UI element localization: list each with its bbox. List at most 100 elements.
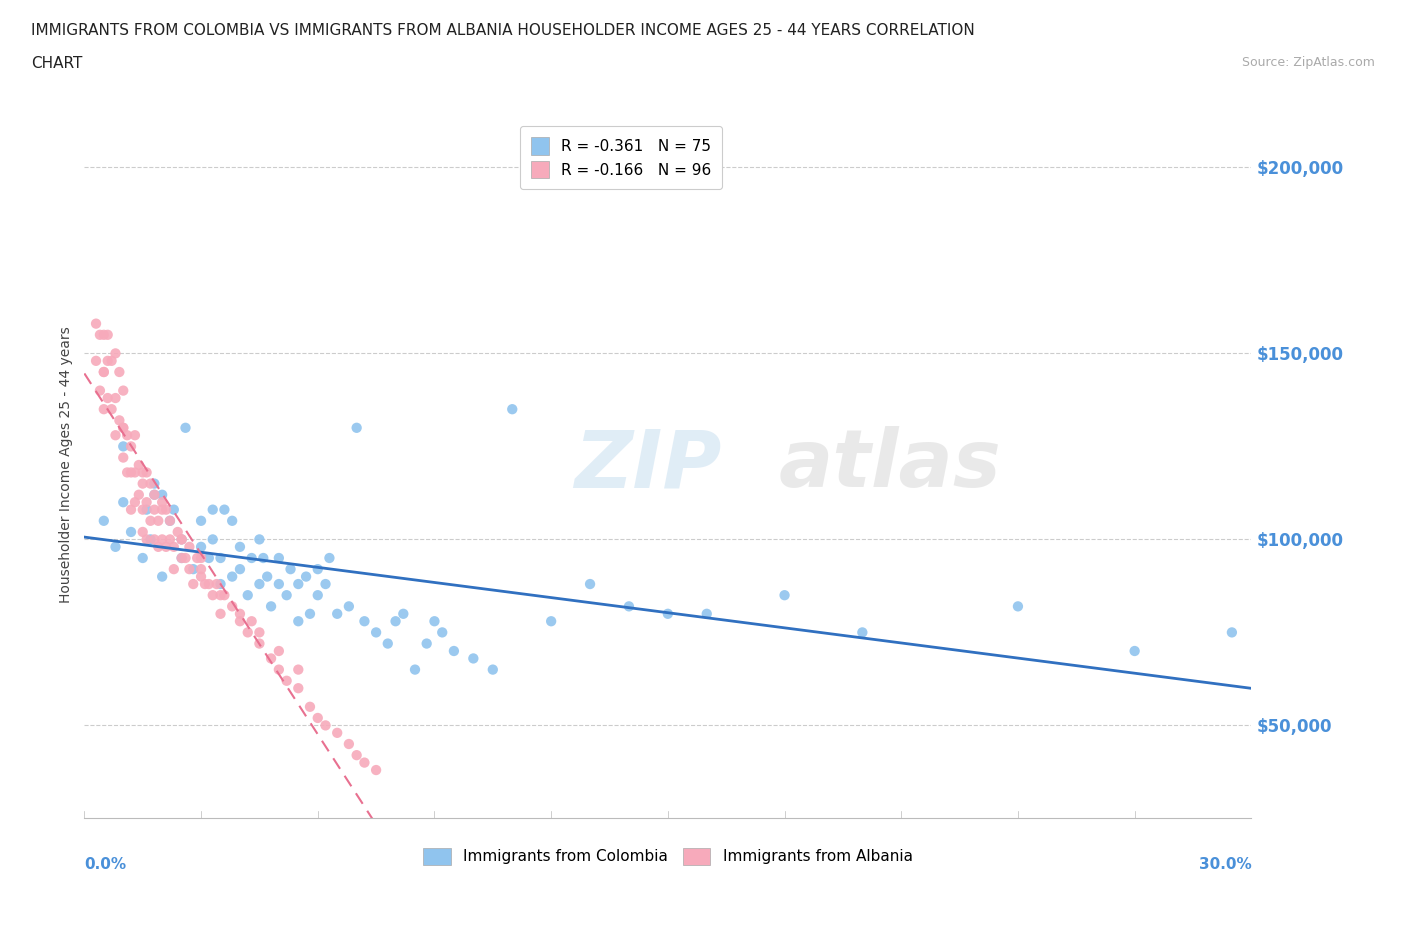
Point — [179, 539, 201, 554]
Point — [186, 551, 208, 565]
Point — [132, 502, 155, 517]
Point — [132, 551, 155, 565]
Point — [298, 606, 321, 621]
Point — [150, 495, 173, 510]
Point — [112, 439, 135, 454]
Point — [163, 502, 186, 517]
Point — [170, 551, 193, 565]
Point — [221, 599, 243, 614]
Point — [112, 450, 135, 465]
Point — [214, 588, 236, 603]
Point — [104, 391, 127, 405]
Point — [143, 487, 166, 502]
Point — [150, 487, 173, 502]
Point — [267, 551, 290, 565]
Point — [97, 391, 120, 405]
Point — [540, 614, 562, 629]
Point — [384, 614, 406, 629]
Point — [120, 502, 142, 517]
Point — [851, 625, 873, 640]
Text: 0.0%: 0.0% — [84, 857, 127, 872]
Point — [93, 402, 115, 417]
Point — [209, 588, 232, 603]
Point — [135, 495, 157, 510]
Point — [89, 383, 111, 398]
Point — [132, 525, 155, 539]
Point — [432, 625, 454, 640]
Point — [240, 551, 263, 565]
Point — [143, 476, 166, 491]
Text: ZIP: ZIP — [575, 426, 721, 504]
Point — [307, 711, 329, 725]
Point — [190, 569, 212, 584]
Point — [201, 502, 224, 517]
Point — [97, 353, 120, 368]
Point — [174, 551, 197, 565]
Legend: Immigrants from Colombia, Immigrants from Albania: Immigrants from Colombia, Immigrants fro… — [413, 838, 922, 874]
Point — [249, 532, 271, 547]
Point — [287, 681, 309, 696]
Text: 30.0%: 30.0% — [1198, 857, 1251, 872]
Point — [143, 532, 166, 547]
Point — [139, 532, 162, 547]
Point — [214, 502, 236, 517]
Point — [150, 569, 173, 584]
Point — [295, 569, 318, 584]
Point — [209, 577, 232, 591]
Point — [657, 606, 679, 621]
Point — [82, 48, 104, 63]
Point — [148, 513, 170, 528]
Point — [1007, 599, 1029, 614]
Point — [205, 577, 228, 591]
Point — [170, 532, 193, 547]
Point — [260, 599, 283, 614]
Point — [377, 636, 399, 651]
Point — [155, 502, 177, 517]
Point — [229, 562, 252, 577]
Point — [260, 651, 283, 666]
Point — [190, 551, 212, 565]
Point — [346, 420, 368, 435]
Point — [1123, 644, 1146, 658]
Point — [108, 413, 131, 428]
Point — [353, 755, 375, 770]
Point — [97, 327, 120, 342]
Point — [170, 532, 193, 547]
Point — [198, 577, 221, 591]
Point — [120, 465, 142, 480]
Point — [366, 625, 388, 640]
Point — [181, 562, 204, 577]
Point — [84, 316, 107, 331]
Text: IMMIGRANTS FROM COLOMBIA VS IMMIGRANTS FROM ALBANIA HOUSEHOLDER INCOME AGES 25 -: IMMIGRANTS FROM COLOMBIA VS IMMIGRANTS F… — [31, 23, 974, 38]
Point — [463, 651, 485, 666]
Point — [201, 588, 224, 603]
Point — [170, 551, 193, 565]
Point — [315, 577, 337, 591]
Point — [190, 562, 212, 577]
Point — [174, 420, 197, 435]
Point — [307, 562, 329, 577]
Point — [337, 737, 360, 751]
Point — [404, 662, 426, 677]
Point — [124, 428, 146, 443]
Point — [209, 606, 232, 621]
Point — [159, 513, 181, 528]
Point — [298, 699, 321, 714]
Point — [93, 365, 115, 379]
Point — [143, 502, 166, 517]
Point — [112, 420, 135, 435]
Point — [256, 569, 278, 584]
Point — [135, 532, 157, 547]
Text: CHART: CHART — [31, 56, 83, 71]
Point — [276, 673, 298, 688]
Point — [163, 539, 186, 554]
Point — [112, 495, 135, 510]
Point — [229, 614, 252, 629]
Point — [135, 465, 157, 480]
Point — [353, 614, 375, 629]
Point — [93, 513, 115, 528]
Point — [221, 513, 243, 528]
Point — [318, 551, 340, 565]
Point — [128, 458, 150, 472]
Point — [143, 487, 166, 502]
